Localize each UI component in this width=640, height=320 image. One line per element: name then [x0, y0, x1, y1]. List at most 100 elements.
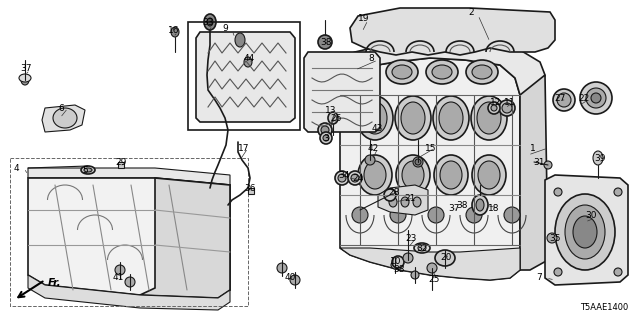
Text: 37: 37: [448, 204, 460, 212]
Text: 44: 44: [244, 53, 255, 62]
Text: 11: 11: [504, 98, 515, 107]
Text: 15: 15: [425, 143, 436, 153]
Ellipse shape: [413, 197, 421, 207]
Ellipse shape: [402, 161, 424, 189]
Ellipse shape: [614, 268, 622, 276]
Text: 7: 7: [536, 274, 541, 283]
Text: Fr.: Fr.: [48, 278, 61, 288]
Ellipse shape: [352, 65, 372, 79]
Ellipse shape: [277, 263, 287, 273]
Ellipse shape: [614, 188, 622, 196]
Text: 2: 2: [468, 7, 474, 17]
Text: 40: 40: [285, 274, 296, 283]
Polygon shape: [378, 185, 428, 215]
Ellipse shape: [554, 268, 562, 276]
Ellipse shape: [338, 174, 346, 182]
Ellipse shape: [389, 197, 397, 207]
Ellipse shape: [358, 155, 392, 195]
Text: 12: 12: [490, 98, 501, 107]
Ellipse shape: [435, 250, 455, 266]
Ellipse shape: [364, 161, 386, 189]
Ellipse shape: [244, 57, 252, 67]
Ellipse shape: [555, 194, 615, 270]
Ellipse shape: [328, 112, 338, 124]
Text: 32: 32: [416, 244, 428, 252]
Polygon shape: [304, 52, 380, 132]
Bar: [188, 22, 300, 130]
Ellipse shape: [432, 65, 452, 79]
Polygon shape: [28, 168, 230, 185]
Ellipse shape: [434, 155, 468, 195]
Text: 27: 27: [554, 93, 565, 102]
Ellipse shape: [365, 155, 375, 165]
Ellipse shape: [554, 188, 562, 196]
Text: 36: 36: [244, 183, 255, 193]
Ellipse shape: [321, 126, 329, 134]
Ellipse shape: [390, 207, 406, 223]
Ellipse shape: [384, 189, 396, 201]
Ellipse shape: [477, 102, 501, 134]
Ellipse shape: [573, 216, 597, 248]
Text: 29: 29: [115, 157, 126, 166]
Text: 38: 38: [393, 266, 404, 275]
Ellipse shape: [580, 82, 612, 114]
Text: 22: 22: [578, 93, 589, 102]
Ellipse shape: [351, 174, 359, 182]
Ellipse shape: [396, 155, 430, 195]
Polygon shape: [140, 178, 230, 298]
Text: 35: 35: [549, 234, 561, 243]
Ellipse shape: [553, 89, 575, 111]
Ellipse shape: [557, 93, 571, 107]
Ellipse shape: [53, 108, 77, 128]
Bar: [10, 158, 248, 306]
Text: 38: 38: [456, 201, 467, 210]
Ellipse shape: [21, 75, 29, 85]
Text: 25: 25: [428, 276, 440, 284]
Text: 42: 42: [368, 143, 380, 153]
Ellipse shape: [593, 151, 603, 165]
Ellipse shape: [357, 96, 393, 140]
Polygon shape: [196, 32, 295, 122]
Ellipse shape: [401, 197, 409, 207]
Bar: [248, 188, 254, 194]
Ellipse shape: [586, 88, 606, 108]
Ellipse shape: [466, 60, 498, 84]
Ellipse shape: [290, 275, 300, 285]
Text: 26: 26: [330, 114, 341, 123]
Text: 41: 41: [113, 274, 124, 283]
Ellipse shape: [413, 157, 423, 167]
Ellipse shape: [440, 161, 462, 189]
Ellipse shape: [348, 171, 362, 185]
Text: 18: 18: [488, 204, 499, 212]
Polygon shape: [340, 58, 520, 280]
Ellipse shape: [401, 102, 425, 134]
Ellipse shape: [428, 207, 444, 223]
Ellipse shape: [403, 253, 413, 263]
Ellipse shape: [395, 96, 431, 140]
Ellipse shape: [84, 168, 92, 172]
Ellipse shape: [323, 135, 329, 141]
Polygon shape: [28, 178, 230, 298]
Ellipse shape: [125, 277, 135, 287]
Ellipse shape: [499, 100, 515, 116]
Polygon shape: [42, 105, 85, 132]
Text: 17: 17: [238, 143, 250, 153]
Polygon shape: [545, 175, 628, 285]
Polygon shape: [520, 75, 548, 270]
Ellipse shape: [235, 33, 245, 47]
Ellipse shape: [472, 155, 506, 195]
Text: 24: 24: [352, 173, 364, 182]
Text: 21: 21: [404, 194, 415, 203]
Polygon shape: [28, 275, 230, 310]
Text: 10: 10: [390, 258, 401, 267]
Ellipse shape: [426, 60, 458, 84]
Text: 4: 4: [14, 164, 20, 172]
Ellipse shape: [19, 74, 31, 82]
Ellipse shape: [544, 161, 552, 169]
Ellipse shape: [171, 27, 179, 37]
Ellipse shape: [471, 96, 507, 140]
Ellipse shape: [318, 123, 332, 137]
Text: 19: 19: [358, 13, 369, 22]
Ellipse shape: [415, 159, 421, 165]
Ellipse shape: [391, 261, 399, 269]
